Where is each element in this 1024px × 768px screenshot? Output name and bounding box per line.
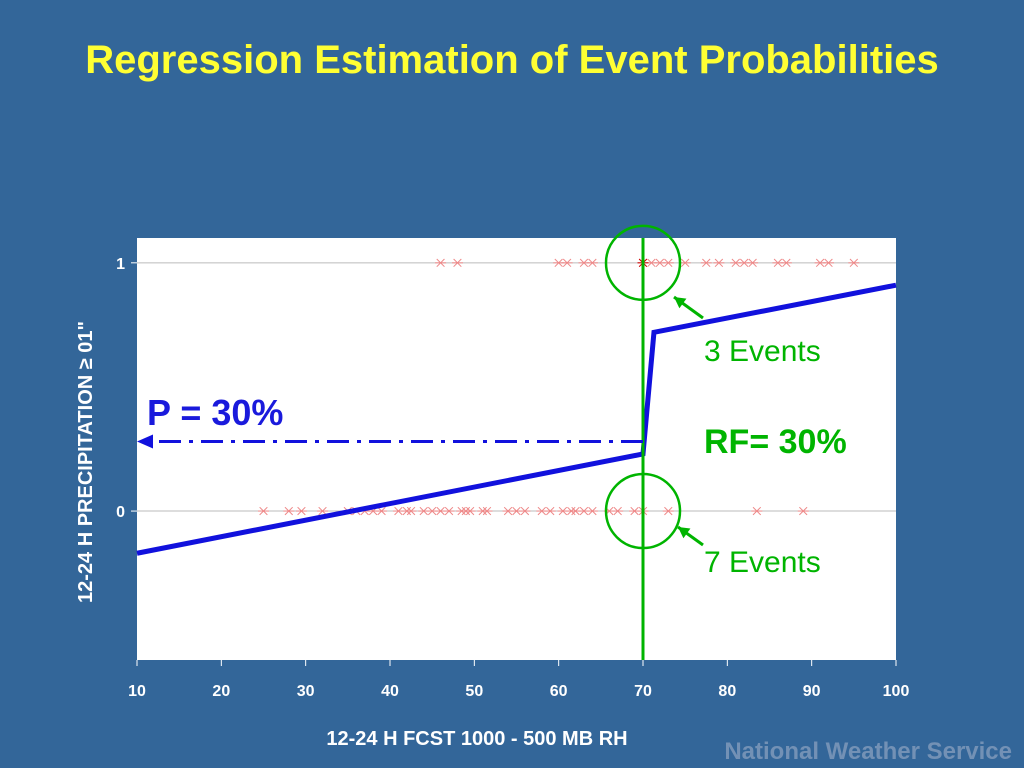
highlight-circle: [604, 472, 682, 550]
probability-arrow-head: [137, 434, 153, 449]
x-tick-label: 40: [381, 683, 399, 700]
x-tick-label: 70: [634, 683, 652, 700]
y-axis-title: 12-24 H PRECIPITATION ≥ 01": [75, 321, 97, 603]
data-point: [747, 258, 759, 268]
y-tick-label: 1: [116, 256, 125, 273]
data-point: [405, 506, 417, 516]
data-point: [751, 506, 763, 516]
annotation-probability: P = 30%: [147, 392, 283, 433]
data-point: [780, 258, 792, 268]
annotation-arrow-top: [673, 295, 704, 320]
slide-title: Regression Estimation of Event Probabili…: [85, 38, 939, 82]
data-point: [586, 258, 598, 268]
data-point: [797, 506, 809, 516]
data-point: [561, 258, 573, 268]
data-point: [481, 506, 493, 516]
data-point: [700, 258, 712, 268]
annotation-events-bottom: 7 Events: [704, 546, 821, 579]
data-point: [435, 258, 447, 268]
x-tick-label: 30: [297, 683, 315, 700]
x-axis-title: 12-24 H FCST 1000 - 500 MB RH: [326, 728, 627, 750]
data-point: [544, 506, 556, 516]
data-point: [679, 258, 691, 268]
data-point: [258, 506, 269, 516]
data-point: [713, 258, 725, 268]
annotation-relative-frequency: RF= 30%: [704, 423, 847, 461]
data-point: [376, 506, 388, 516]
data-point: [662, 506, 674, 516]
x-tick-label: 90: [803, 683, 821, 700]
annotation-events-top: 3 Events: [704, 335, 821, 368]
data-point: [464, 506, 476, 516]
axis-ticks: 10 20 30 40 50 60 70 80 90 100 0 1: [116, 256, 909, 700]
data-point: [283, 506, 295, 516]
regression-line: [136, 282, 897, 556]
footer-watermark: National Weather Service: [724, 738, 1012, 765]
data-point: [848, 258, 860, 268]
data-points: [258, 258, 860, 516]
x-tick-label: 20: [212, 683, 230, 700]
data-point: [823, 258, 835, 268]
x-tick-label: 10: [128, 683, 146, 700]
data-point: [443, 506, 455, 516]
x-tick-label: 100: [883, 683, 910, 700]
x-tick-label: 80: [718, 683, 736, 700]
data-point: [612, 506, 624, 516]
data-point: [586, 506, 598, 516]
y-tick-label: 0: [116, 504, 125, 521]
data-point: [317, 506, 329, 516]
data-point: [662, 258, 674, 268]
x-tick-label: 50: [465, 683, 483, 700]
highlight-circle: [604, 224, 682, 302]
data-point: [295, 506, 307, 516]
data-point: [451, 258, 463, 268]
data-point: [519, 506, 531, 516]
annotation-arrow-bottom: [677, 525, 704, 547]
x-tick-label: 60: [550, 683, 568, 700]
chart-lines: [136, 224, 897, 660]
